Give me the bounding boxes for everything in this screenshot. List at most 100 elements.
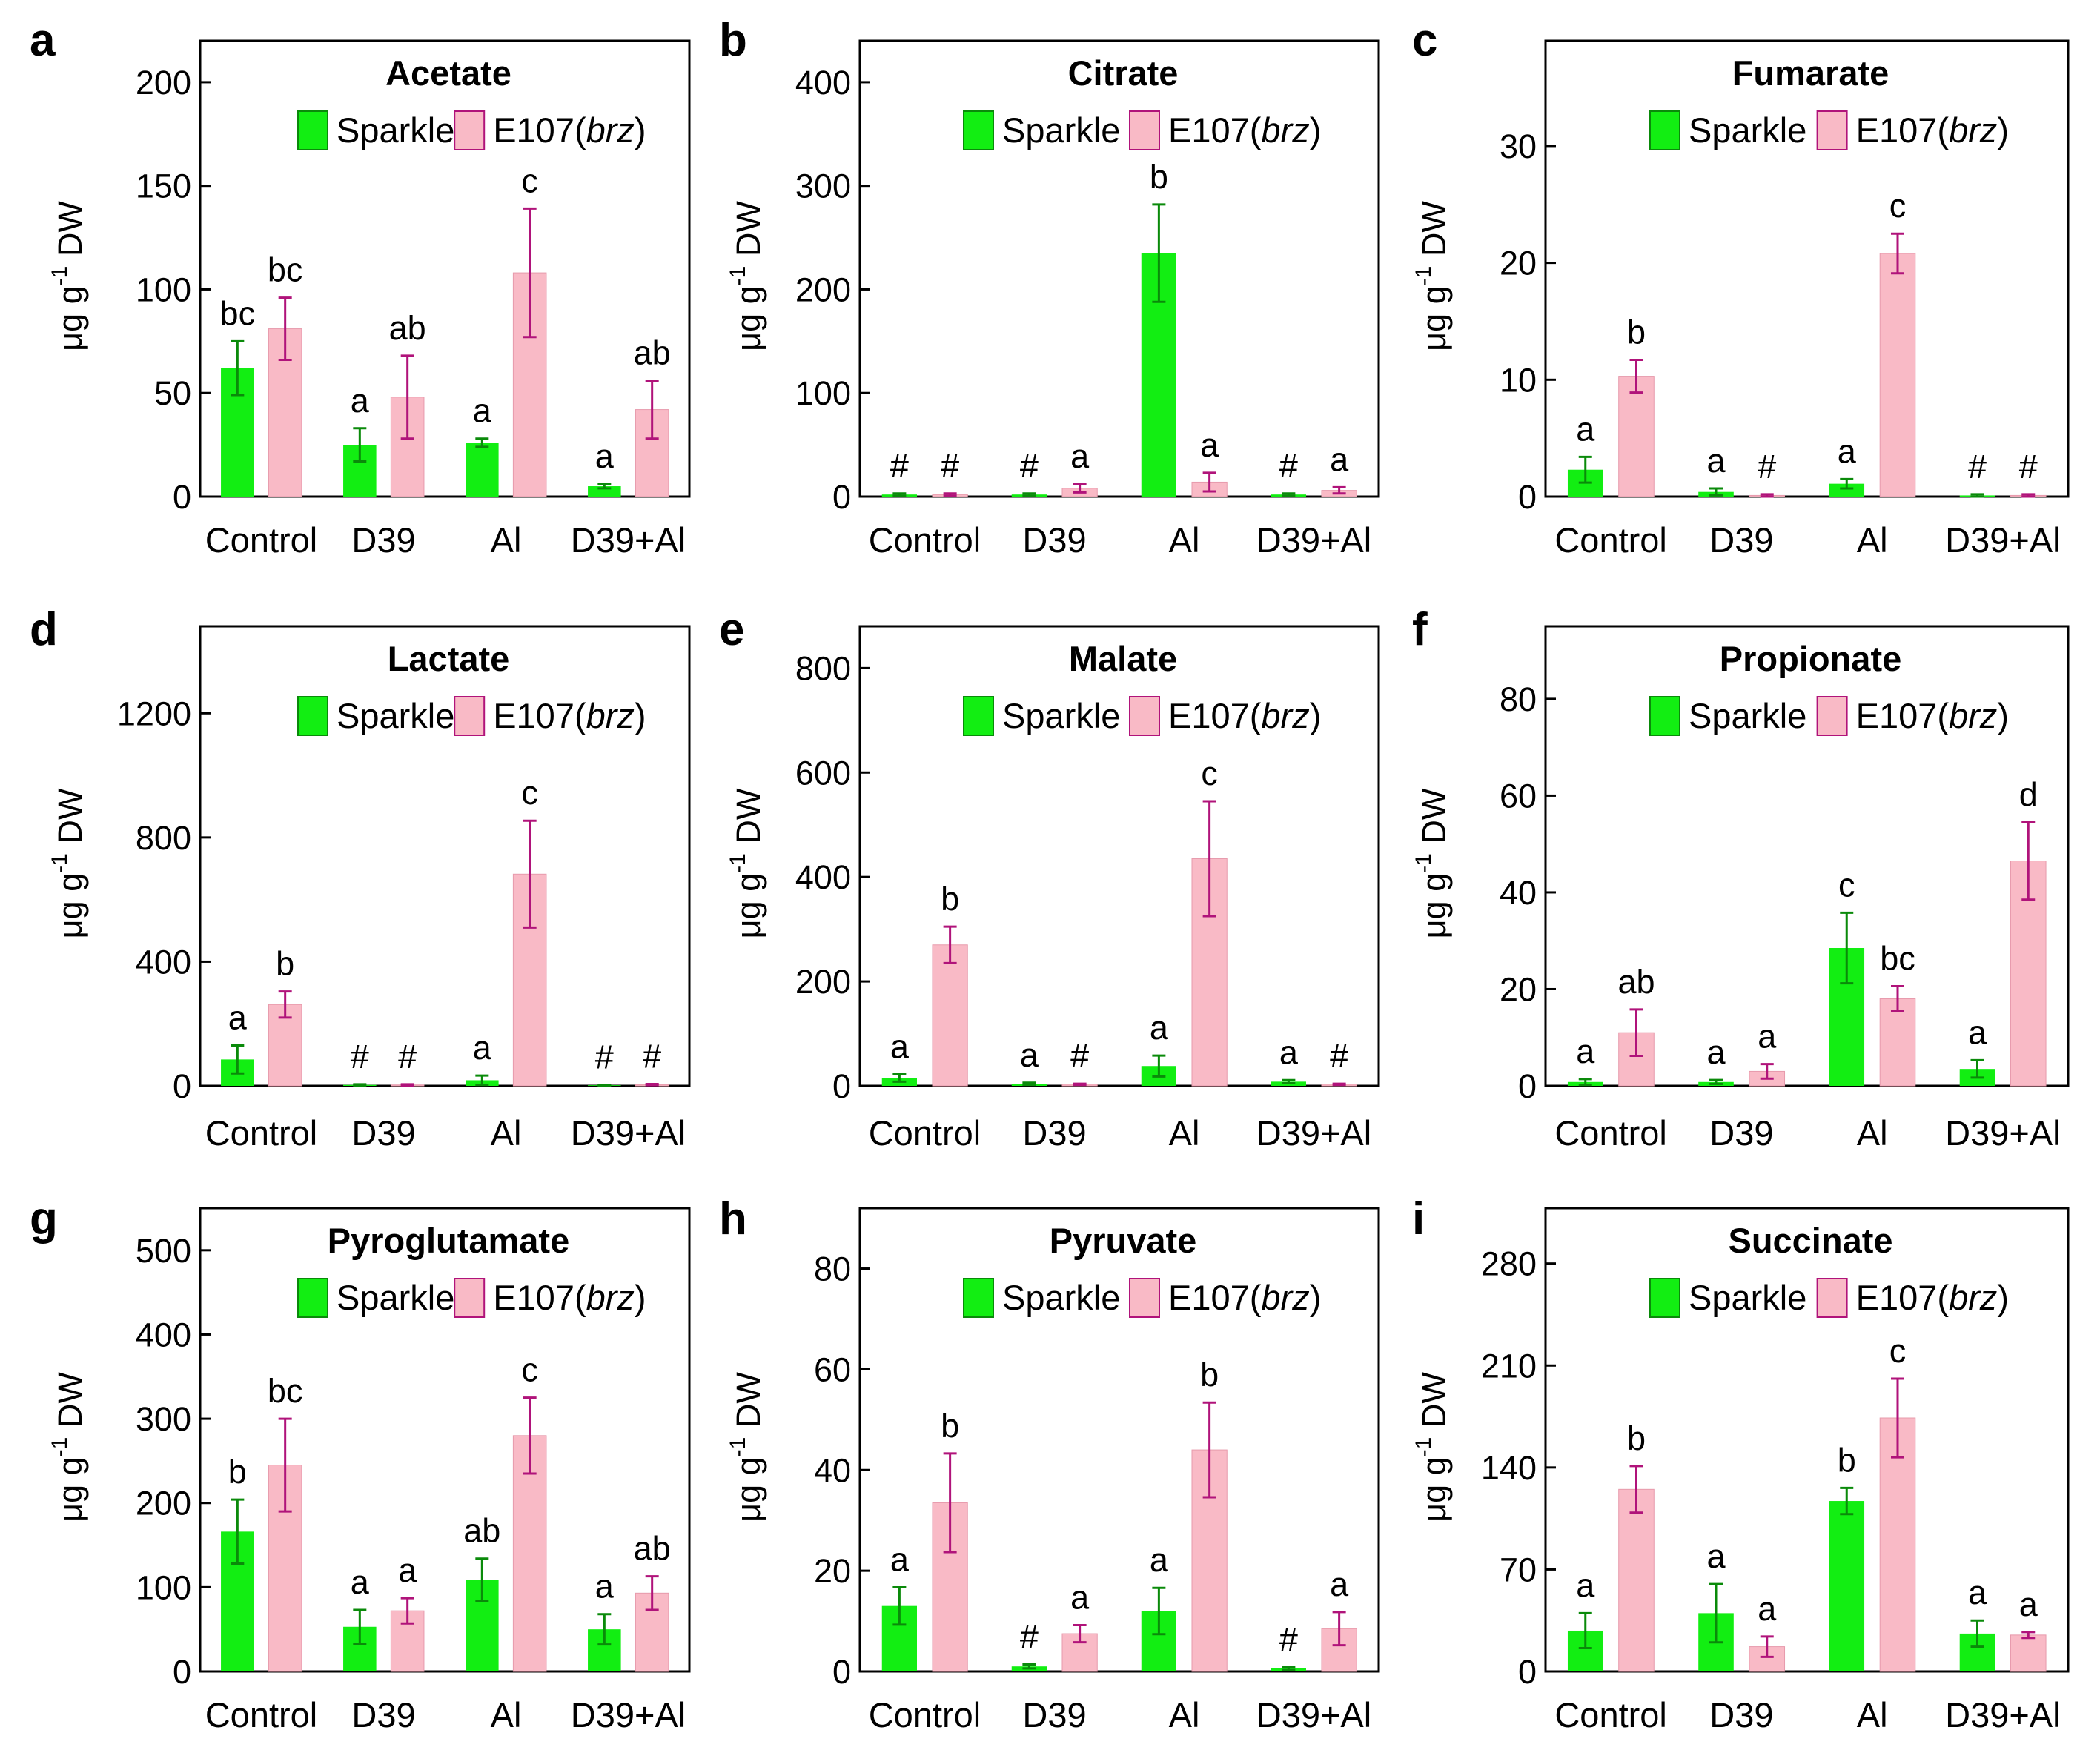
legend-label-sparkle: Sparkle [1689, 110, 1806, 150]
significance-label: a [1330, 440, 1349, 478]
significance-label: bc [268, 1372, 303, 1410]
significance-label: # [1968, 448, 1987, 485]
y-tick-label: 300 [136, 1400, 191, 1438]
y-tick-label: 100 [795, 374, 851, 412]
legend-swatch-sparkle [297, 110, 328, 150]
significance-label: # [890, 447, 909, 485]
significance-label: b [1627, 314, 1646, 351]
panel-letter: f [1412, 604, 1428, 655]
significance-label: a [1576, 1033, 1595, 1070]
y-tick-label: 80 [1500, 680, 1537, 718]
y-tick-label: 400 [795, 858, 851, 896]
significance-label: bc [1880, 940, 1915, 978]
panel-letter: g [30, 1193, 58, 1244]
category-label: Al [1169, 520, 1200, 560]
category-label: Al [1857, 1695, 1888, 1734]
legend-label-sparkle: Sparkle [1002, 1278, 1120, 1317]
significance-label: a [473, 1029, 492, 1067]
significance-label: c [1889, 187, 1907, 225]
significance-label: a [890, 1028, 910, 1066]
chart-title: Succinate [1728, 1221, 1892, 1260]
y-tick-label: 70 [1500, 1551, 1537, 1588]
category-label: D39+Al [1945, 1113, 2060, 1153]
y-axis-label: μg g-1 DW [726, 788, 767, 938]
category-label: Control [869, 1113, 981, 1153]
bar-sparkle-al [466, 443, 499, 497]
plot-frame [199, 1207, 691, 1673]
bar-sparkle-al [1829, 1501, 1865, 1671]
y-tick-label: 0 [832, 1653, 851, 1691]
significance-label: ab [1617, 963, 1655, 1001]
legend-label-sparkle: Sparkle [337, 110, 454, 150]
category-label: D39+Al [571, 1113, 686, 1153]
legend-swatch-e107 [1816, 110, 1848, 150]
panel-letter: h [719, 1193, 747, 1244]
bar-sparkle-al [1829, 483, 1865, 497]
significance-label: # [2019, 448, 2038, 485]
y-axis-label: μg g-1 DW [47, 201, 89, 351]
category-label: D39+Al [1256, 520, 1371, 560]
panel-g: g Pyroglutamate 0 100 200 300 400 500 μg g-1 DW S… [30, 1193, 691, 1734]
y-tick-label: 280 [1481, 1245, 1537, 1283]
category-label: D39+Al [571, 520, 686, 560]
y-tick-label: 20 [814, 1552, 851, 1590]
panel-letter: d [30, 604, 58, 655]
significance-label: b [941, 880, 959, 918]
significance-label: a [1968, 1013, 1987, 1051]
category-label: D39 [1709, 520, 1773, 560]
significance-label: # [1020, 447, 1039, 485]
legend-swatch-e107 [1129, 696, 1160, 736]
chart-title: Propionate [1720, 639, 1901, 678]
significance-label: # [1070, 1037, 1089, 1075]
y-tick-label: 0 [173, 1067, 191, 1105]
y-tick-label: 30 [1500, 127, 1537, 165]
legend-swatch-sparkle [1649, 696, 1680, 736]
legend: Sparkle E107(brz) [1649, 110, 2009, 150]
plot-frame [1544, 1207, 2070, 1673]
bar-e107-al [512, 1435, 547, 1672]
chart-title: Pyroglutamate [328, 1221, 569, 1260]
significance-label: a [595, 1568, 615, 1605]
legend: Sparkle E107(brz) [297, 110, 646, 150]
legend: Sparkle E107(brz) [297, 1278, 646, 1318]
significance-label: a [1706, 442, 1726, 480]
significance-label: bc [268, 251, 303, 289]
category-label: Al [491, 1695, 522, 1734]
y-tick-label: 140 [1481, 1449, 1537, 1487]
category-label: Control [1554, 1113, 1667, 1153]
significance-label: ab [463, 1512, 500, 1550]
y-tick-label: 0 [1518, 1653, 1537, 1691]
bar-sparkle-d39-al [588, 486, 621, 497]
bar-e107-control [1618, 376, 1655, 497]
legend-swatch-e107 [1129, 110, 1160, 150]
significance-label: a [1706, 1033, 1726, 1071]
category-label: Al [491, 520, 522, 560]
y-tick-label: 60 [814, 1350, 851, 1388]
y-tick-label: 400 [795, 64, 851, 102]
y-tick-label: 200 [136, 1485, 191, 1522]
category-label: Al [1169, 1695, 1200, 1734]
y-tick-label: 300 [795, 168, 851, 205]
chart-title: Citrate [1068, 53, 1179, 93]
significance-label: c [1201, 755, 1218, 792]
category-label: D39+Al [1945, 520, 2060, 560]
y-tick-label: 200 [795, 963, 851, 1001]
y-tick-label: 80 [814, 1250, 851, 1288]
significance-label: a [1020, 1036, 1039, 1074]
chart-title: Acetate [385, 53, 511, 93]
plot-frame [858, 39, 1380, 498]
significance-label: a [2019, 1585, 2038, 1623]
legend: Sparkle E107(brz) [963, 110, 1321, 150]
legend-label-sparkle: Sparkle [1002, 110, 1120, 150]
legend: Sparkle E107(brz) [297, 696, 646, 736]
category-label: D39 [1022, 1695, 1086, 1734]
significance-label: b [1627, 1419, 1646, 1457]
y-axis-label: μg g-1 DW [1411, 788, 1453, 938]
y-tick-label: 800 [795, 649, 851, 687]
panel-letter: c [1412, 15, 1437, 66]
significance-label: a [351, 1563, 370, 1601]
significance-label: a [1758, 1018, 1777, 1055]
plot-frame [1544, 39, 2070, 498]
category-label: D39 [351, 1695, 415, 1734]
significance-label: # [398, 1038, 417, 1075]
